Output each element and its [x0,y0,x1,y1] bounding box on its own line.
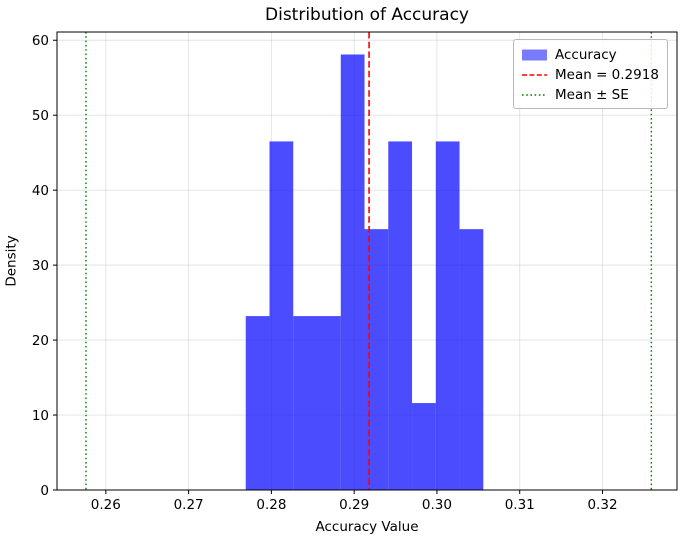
y-tick-label: 40 [32,183,49,199]
legend-accuracy-patch [522,49,547,60]
legend-item-accuracy: Accuracy [522,46,659,63]
legend-dashed-line-swatch-icon [522,73,547,76]
x-tick-label: 0.26 [91,497,121,513]
hist-bar [435,141,460,491]
hist-bar [293,316,318,490]
y-tick-label: 0 [40,483,49,499]
x-tick-label: 0.30 [422,497,452,513]
legend: Accuracy Mean = 0.2918 Mean ± SE [513,39,668,109]
y-tick-label: 50 [32,108,49,124]
hist-bar [340,54,365,490]
y-tick-label: 30 [32,258,49,274]
x-tick-label: 0.29 [339,497,369,513]
x-tick-label: 0.27 [174,497,204,513]
legend-item-se: Mean ± SE [522,86,659,103]
chart-title: Distribution of Accuracy [265,5,469,25]
hist-bar [317,316,341,490]
plot-border [56,31,678,491]
hist-bar [412,403,436,490]
y-tick-label: 10 [32,408,49,424]
legend-label-mean: Mean = 0.2918 [555,66,659,83]
legend-label-se: Mean ± SE [555,86,629,103]
hist-bar [245,316,270,490]
legend-item-mean: Mean = 0.2918 [522,66,659,83]
hist-bar [269,141,294,491]
legend-patch-swatch-icon [522,49,547,60]
legend-label-accuracy: Accuracy [555,46,617,63]
y-tick-label: 20 [32,333,49,349]
x-tick-label: 0.31 [505,497,535,513]
hist-bar [364,229,389,490]
y-tick-label: 60 [32,33,49,49]
x-axis-label: Accuracy Value [315,519,419,535]
hist-bar [388,141,413,491]
hist-bar [459,229,484,490]
x-tick-label: 0.28 [256,497,286,513]
y-axis-label: Density [3,235,20,287]
legend-dotted-line-swatch-icon [522,93,547,96]
x-tick-label: 0.32 [587,497,617,513]
